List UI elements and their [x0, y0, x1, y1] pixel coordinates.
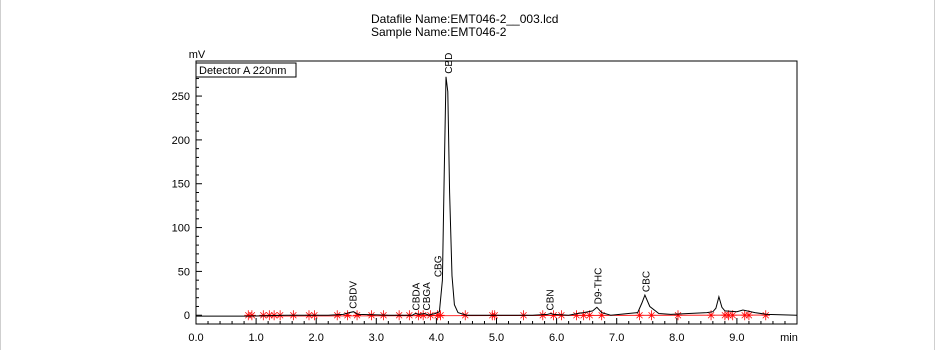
- integration-mark: [572, 310, 581, 321]
- chromatogram-trace: [196, 76, 798, 317]
- integration-mark: [549, 310, 558, 321]
- trace-group: [196, 76, 798, 317]
- integration-mark: [419, 310, 428, 321]
- peak-label: CBG: [434, 255, 445, 277]
- peak-label: CBGA: [422, 282, 433, 311]
- integration-mark: [247, 310, 256, 321]
- legend-label: Detector A 220nm: [199, 65, 286, 77]
- x-tick-label: 8.0: [669, 332, 684, 344]
- integration-mark: [585, 310, 594, 321]
- peak-label: CBDA: [411, 282, 422, 310]
- integration-mark: [724, 310, 733, 321]
- peak-label: D9-THC: [593, 268, 604, 305]
- integration-mark: [343, 310, 352, 321]
- peak-label: CBD: [444, 53, 455, 74]
- x-tick-label: 0.0: [188, 332, 203, 344]
- integration-mark: [635, 310, 644, 321]
- integration-mark: [353, 310, 362, 321]
- x-tick-label: 4.0: [429, 332, 444, 344]
- integration-mark: [333, 310, 342, 321]
- x-tick-label: 3.0: [369, 332, 384, 344]
- chart-header: Datafile Name:EMT046-2__003.lcd Sample N…: [371, 13, 558, 39]
- peak-label: CBN: [545, 289, 556, 310]
- peak-label: CBDV: [348, 281, 359, 309]
- y-axis-label: mV: [189, 49, 206, 61]
- legend-box: [195, 62, 297, 78]
- datafile-name: Datafile Name:EMT046-2__003.lcd: [371, 12, 559, 26]
- axes: 0.0 1.0 2.0 3.0 4.0 5.0 6.0 7.0 8.0 9.0 min 0 50 100 1…: [172, 49, 798, 344]
- peak-label: CBC: [642, 271, 653, 292]
- integration-mark: [538, 310, 547, 321]
- y-tick-label: 250: [172, 91, 190, 103]
- sample-name: Sample Name:EMT046-2: [371, 25, 507, 39]
- y-tick-label: 100: [172, 223, 190, 235]
- integration-mark: [579, 310, 588, 321]
- x-axis-label: min: [780, 332, 798, 344]
- x-tick-label: 7.0: [609, 332, 624, 344]
- x-tick-label: 9.0: [729, 332, 744, 344]
- y-tick-label: 150: [172, 179, 190, 191]
- integration-mark: [744, 310, 753, 321]
- integration-mark: [674, 310, 683, 321]
- integration-mark: [647, 310, 656, 321]
- integration-mark: [740, 310, 749, 321]
- integration-mark: [728, 310, 737, 321]
- plot-border: [195, 60, 798, 325]
- y-tick-label: 200: [172, 135, 190, 147]
- integration-mark: [707, 310, 716, 321]
- y-tick-label: 50: [178, 266, 190, 278]
- x-tick-label: 6.0: [549, 332, 564, 344]
- legend: Detector A 220nm: [195, 62, 297, 78]
- integration-mark: [597, 310, 606, 321]
- x-tick-label: 2.0: [309, 332, 324, 344]
- x-tick-label: 5.0: [489, 332, 504, 344]
- y-tick-label: 0: [184, 310, 190, 322]
- integration-mark: [761, 310, 770, 321]
- integration-mark: [414, 310, 423, 321]
- integration-mark: [436, 310, 445, 321]
- x-tick-label: 1.0: [248, 332, 263, 344]
